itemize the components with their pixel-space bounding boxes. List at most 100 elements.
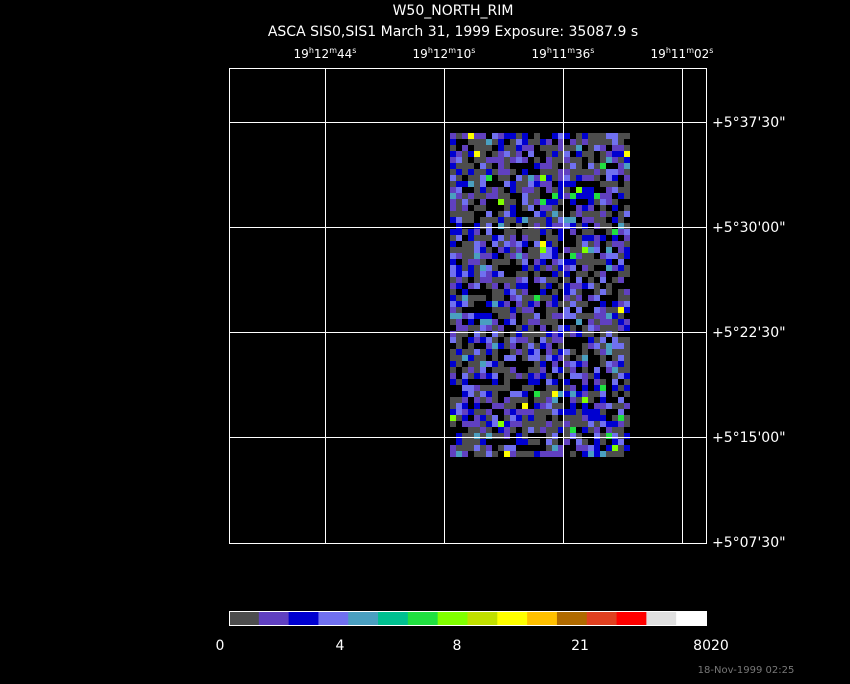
image-pixel [504,373,510,379]
image-pixel [540,355,546,361]
image-pixel [510,445,516,451]
image-pixel [498,151,504,157]
image-pixel [492,373,498,379]
image-pixel [480,217,486,223]
image-pixel [588,193,594,199]
image-pixel [624,391,630,397]
image-pixel [474,355,480,361]
image-pixel [528,415,534,421]
image-pixel [540,199,546,205]
image-pixel [582,235,588,241]
image-pixel [540,403,546,409]
image-pixel [576,187,582,193]
image-pixel [606,289,612,295]
image-pixel [480,223,486,229]
image-pixel [552,157,558,163]
image-pixel [570,391,576,397]
image-pixel [582,205,588,211]
image-pixel [606,325,612,331]
image-pixel [534,187,540,193]
image-pixel [540,373,546,379]
image-pixel [516,421,522,427]
image-pixel [618,241,624,247]
image-pixel [546,265,552,271]
image-pixel [492,379,498,385]
image-pixel [480,331,486,337]
image-pixel [516,415,522,421]
image-pixel [546,391,552,397]
image-pixel [474,391,480,397]
image-pixel [504,415,510,421]
image-pixel [474,349,480,355]
image-pixel [618,169,624,175]
colorbar-label: 0 [216,638,225,654]
image-pixel [594,223,600,229]
image-pixel [528,253,534,259]
image-pixel [456,433,462,439]
image-pixel [456,337,462,343]
image-pixel [534,139,540,145]
image-pixel [510,337,516,343]
image-pixel [528,331,534,337]
image-pixel [540,229,546,235]
image-pixel [612,217,618,223]
image-pixel [534,409,540,415]
image-pixel [552,235,558,241]
image-pixel [624,235,630,241]
image-pixel [492,391,498,397]
image-pixel [552,331,558,337]
image-pixel [564,133,570,139]
image-pixel [504,157,510,163]
image-pixel [480,361,486,367]
image-pixel [618,367,624,373]
image-pixel [492,385,498,391]
image-pixel [516,241,522,247]
image-pixel [504,205,510,211]
image-pixel [558,187,564,193]
image-pixel [552,223,558,229]
image-pixel [474,181,480,187]
image-pixel [480,313,486,319]
ra-unit: m [686,46,694,55]
colorbar-swatch [616,611,647,625]
image-pixel [492,187,498,193]
image-pixel [546,409,552,415]
image-pixel [618,445,624,451]
image-pixel [552,385,558,391]
image-pixel [480,265,486,271]
image-pixel [462,397,468,403]
image-pixel [462,301,468,307]
image-pixel [522,421,528,427]
image-pixel [462,253,468,259]
image-pixel [552,271,558,277]
image-pixel [612,385,618,391]
colorbar-label: 8 [453,638,462,654]
image-pixel [588,325,594,331]
image-pixel [522,409,528,415]
image-pixel [534,253,540,259]
image-pixel [570,301,576,307]
image-pixel [546,421,552,427]
image-pixel [540,253,546,259]
image-pixel [576,439,582,445]
image-pixel [570,169,576,175]
image-pixel [564,265,570,271]
image-pixel [456,451,462,457]
image-pixel [552,361,558,367]
image-pixel [450,373,456,379]
image-pixel [552,169,558,175]
image-pixel [564,331,570,337]
image-pixel [570,175,576,181]
colorbar-swatch [348,611,379,625]
image-pixel [504,433,510,439]
image-pixel [510,217,516,223]
image-pixel [522,325,528,331]
image-pixel [462,211,468,217]
image-pixel [624,433,630,439]
image-pixel [552,175,558,181]
image-pixel [612,331,618,337]
image-pixel [456,409,462,415]
image-pixel [552,199,558,205]
image-pixel [576,319,582,325]
image-pixel [462,163,468,169]
